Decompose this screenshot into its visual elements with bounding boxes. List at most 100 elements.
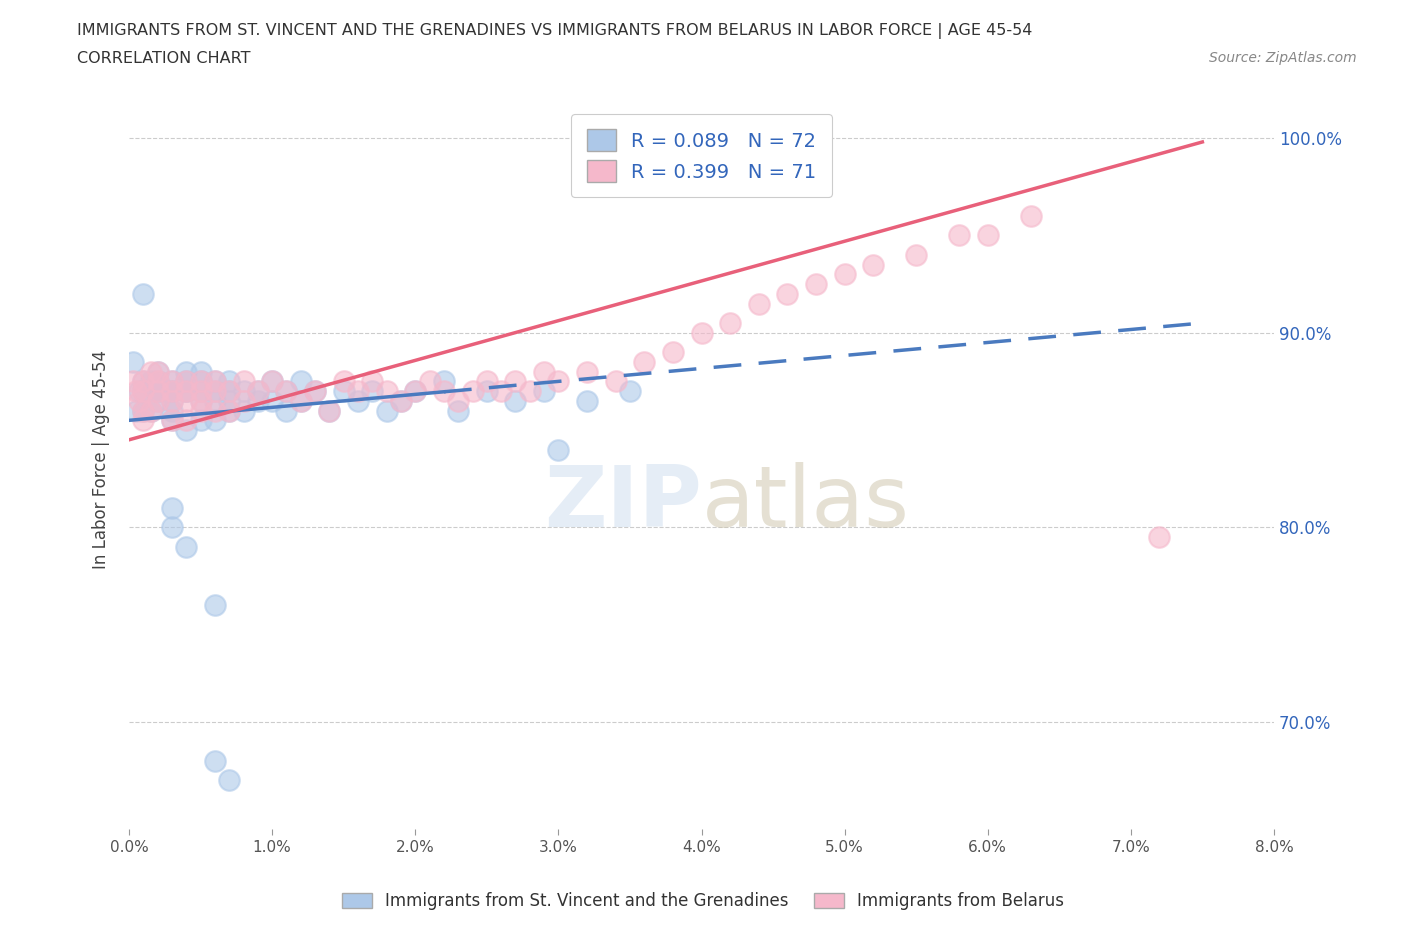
Point	[347, 384, 370, 399]
Point	[605, 374, 627, 389]
Point	[139, 374, 162, 389]
Point	[218, 404, 240, 418]
Point	[905, 247, 928, 262]
Point	[176, 384, 198, 399]
Point	[662, 345, 685, 360]
Point	[204, 393, 226, 408]
Point	[128, 393, 150, 408]
Point	[176, 374, 198, 389]
Legend: Immigrants from St. Vincent and the Grenadines, Immigrants from Belarus: Immigrants from St. Vincent and the Gren…	[335, 885, 1071, 917]
Point	[977, 228, 1000, 243]
Point	[160, 413, 183, 428]
Point	[748, 296, 770, 311]
Point	[132, 286, 155, 301]
Point	[619, 384, 641, 399]
Point	[232, 374, 254, 389]
Point	[447, 393, 470, 408]
Point	[375, 384, 398, 399]
Point	[547, 442, 569, 457]
Point	[1019, 208, 1042, 223]
Point	[190, 365, 212, 379]
Point	[505, 393, 527, 408]
Point	[190, 374, 212, 389]
Point	[332, 374, 354, 389]
Point	[576, 393, 599, 408]
Point	[176, 413, 198, 428]
Point	[176, 393, 198, 408]
Point	[475, 384, 498, 399]
Point	[132, 374, 155, 389]
Point	[218, 384, 240, 399]
Point	[347, 393, 370, 408]
Point	[176, 384, 198, 399]
Point	[139, 365, 162, 379]
Point	[139, 404, 162, 418]
Point	[218, 384, 240, 399]
Point	[176, 539, 198, 554]
Point	[190, 404, 212, 418]
Point	[160, 393, 183, 408]
Point	[290, 393, 312, 408]
Point	[290, 393, 312, 408]
Point	[433, 374, 456, 389]
Point	[447, 404, 470, 418]
Point	[419, 374, 441, 389]
Point	[190, 393, 212, 408]
Point	[125, 384, 148, 399]
Point	[246, 384, 269, 399]
Point	[218, 404, 240, 418]
Point	[204, 374, 226, 389]
Point	[160, 374, 183, 389]
Point	[190, 374, 212, 389]
Point	[122, 354, 145, 369]
Point	[804, 276, 827, 291]
Point	[633, 354, 655, 369]
Point	[146, 384, 169, 399]
Point	[276, 384, 298, 399]
Point	[232, 393, 254, 408]
Point	[132, 404, 155, 418]
Point	[146, 374, 169, 389]
Point	[132, 374, 155, 389]
Point	[276, 404, 298, 418]
Point	[533, 365, 555, 379]
Point	[160, 384, 183, 399]
Point	[190, 384, 212, 399]
Point	[246, 393, 269, 408]
Point	[718, 315, 741, 330]
Point	[318, 404, 340, 418]
Point	[776, 286, 799, 301]
Point	[232, 384, 254, 399]
Legend: R = 0.089   N = 72, R = 0.399   N = 71: R = 0.089 N = 72, R = 0.399 N = 71	[571, 113, 832, 197]
Point	[389, 393, 412, 408]
Point	[204, 384, 226, 399]
Point	[204, 753, 226, 768]
Point	[146, 374, 169, 389]
Text: CORRELATION CHART: CORRELATION CHART	[77, 51, 250, 66]
Point	[218, 773, 240, 788]
Point	[146, 365, 169, 379]
Point	[489, 384, 512, 399]
Point	[246, 384, 269, 399]
Point	[132, 384, 155, 399]
Point	[146, 393, 169, 408]
Text: IMMIGRANTS FROM ST. VINCENT AND THE GRENADINES VS IMMIGRANTS FROM BELARUS IN LAB: IMMIGRANTS FROM ST. VINCENT AND THE GREN…	[77, 23, 1032, 39]
Point	[218, 393, 240, 408]
Point	[204, 413, 226, 428]
Point	[1149, 530, 1171, 545]
Point	[132, 384, 155, 399]
Point	[361, 374, 384, 389]
Point	[304, 384, 326, 399]
Point	[146, 365, 169, 379]
Point	[375, 404, 398, 418]
Point	[190, 384, 212, 399]
Point	[218, 374, 240, 389]
Point	[533, 384, 555, 399]
Point	[204, 374, 226, 389]
Point	[160, 374, 183, 389]
Point	[547, 374, 569, 389]
Y-axis label: In Labor Force | Age 45-54: In Labor Force | Age 45-54	[93, 350, 110, 569]
Point	[176, 422, 198, 437]
Point	[505, 374, 527, 389]
Point	[190, 393, 212, 408]
